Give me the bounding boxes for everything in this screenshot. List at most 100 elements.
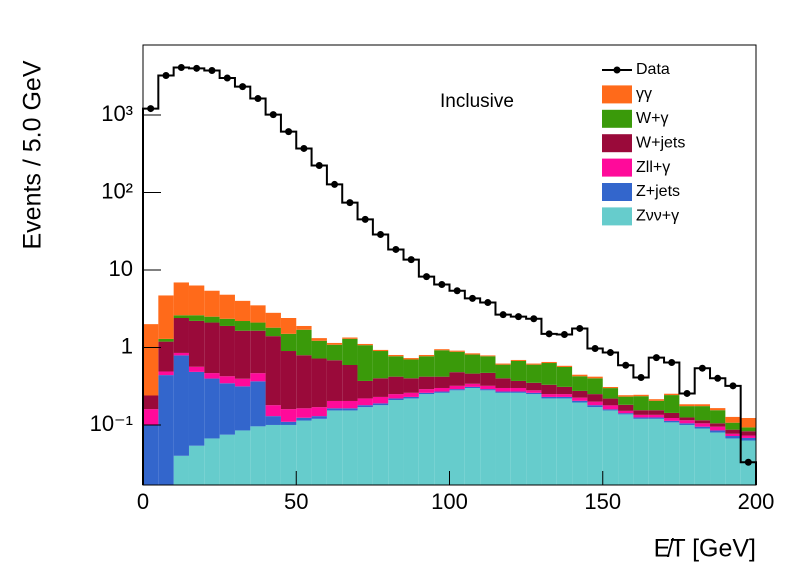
hist-bar — [204, 438, 220, 485]
hist-bar — [326, 360, 343, 401]
hist-bar — [173, 282, 189, 316]
hist-bar — [434, 392, 450, 485]
hist-bar — [495, 391, 511, 393]
hist-bar — [664, 412, 680, 418]
x-tick-label: 150 — [584, 489, 621, 514]
hist-bar — [587, 378, 603, 395]
hist-bar — [311, 407, 327, 417]
hist-bar — [572, 390, 588, 398]
hist-bar — [618, 396, 634, 405]
legend-label: W+γ — [636, 110, 668, 127]
data-point — [193, 64, 201, 72]
hist-bar — [250, 426, 266, 485]
legend-label: Zνν+γ — [636, 208, 679, 225]
hist-bar — [541, 384, 557, 395]
hist-bar — [204, 290, 220, 317]
data-point — [729, 382, 737, 390]
hist-bar — [234, 321, 251, 331]
hist-bar — [388, 398, 404, 400]
hist-bar — [434, 349, 450, 351]
hist-bar — [234, 330, 251, 379]
hist-bar — [173, 318, 189, 353]
hist-bar — [510, 359, 527, 361]
hist-bar — [541, 361, 557, 364]
hist-bar — [250, 322, 266, 331]
hist-bar — [740, 417, 756, 428]
hist-bar — [418, 376, 435, 390]
hist-bar — [449, 385, 465, 390]
hist-bar — [188, 285, 205, 316]
hist-bar — [296, 417, 312, 421]
x-axis-title: E̸T [GeV] — [654, 535, 756, 563]
hist-bar — [587, 394, 603, 402]
hist-bar — [173, 355, 189, 456]
data-point — [300, 144, 308, 152]
hist-bar — [265, 327, 281, 337]
data-point — [545, 330, 553, 338]
hist-bar — [173, 352, 189, 356]
data-point — [499, 311, 507, 319]
y-tick-label: 1 — [121, 333, 133, 358]
hist-bar — [602, 386, 619, 389]
data-point — [254, 95, 262, 103]
x-tick-label: 0 — [137, 489, 149, 514]
hist-bar — [219, 376, 235, 384]
legend-swatch — [602, 207, 632, 226]
hist-bar — [710, 432, 726, 485]
hist-bar — [418, 354, 435, 357]
legend-label: γγ — [636, 86, 652, 103]
hist-bar — [510, 387, 527, 392]
hist-bar — [572, 397, 588, 401]
hist-bar — [250, 305, 266, 323]
hist-bar — [296, 325, 312, 330]
hist-bar — [219, 383, 235, 435]
hist-bar — [495, 364, 511, 379]
hist-bar — [449, 350, 465, 352]
data-point — [269, 111, 277, 119]
data-point — [698, 364, 706, 372]
hist-bar — [633, 414, 649, 418]
hist-bar — [648, 414, 665, 418]
hist-bar — [464, 373, 481, 384]
hist-bar — [633, 418, 649, 485]
hist-bar — [434, 391, 450, 393]
hist-bar — [618, 410, 634, 414]
hist-bar — [556, 386, 573, 395]
hist-bar — [188, 315, 205, 321]
hist-bar — [740, 435, 756, 438]
hist-bar — [710, 426, 726, 431]
hist-bar — [372, 396, 389, 404]
hist-bar — [633, 396, 649, 411]
hist-bar — [219, 294, 235, 319]
hist-bar — [280, 409, 297, 422]
hist-bar — [188, 371, 205, 446]
hist-bar — [311, 338, 327, 341]
hist-bar — [480, 372, 496, 386]
hist-bar — [602, 409, 619, 411]
data-point — [530, 315, 538, 323]
hist-bar — [464, 386, 481, 388]
hist-bar — [526, 394, 542, 485]
hist-bar — [495, 363, 511, 365]
hist-bar — [587, 405, 603, 408]
hist-bar — [265, 416, 281, 425]
data-point — [331, 180, 339, 188]
hist-bar — [679, 424, 695, 485]
hist-bar — [296, 408, 312, 418]
hist-bar — [541, 396, 557, 399]
hist-bar — [740, 427, 756, 432]
data-point — [622, 361, 630, 369]
data-point — [239, 83, 247, 91]
hist-bar — [495, 378, 511, 388]
hist-bar — [633, 394, 649, 397]
hist-bar — [280, 424, 297, 485]
x-tick-label: 50 — [284, 489, 308, 514]
hist-bar — [618, 414, 634, 485]
hist-bar — [418, 356, 435, 377]
hist-bar — [480, 390, 496, 485]
hist-bar — [388, 354, 404, 357]
hist-bar — [342, 365, 358, 401]
hist-bar — [434, 387, 450, 392]
hist-bar — [372, 351, 389, 379]
hist-bar — [480, 389, 496, 391]
